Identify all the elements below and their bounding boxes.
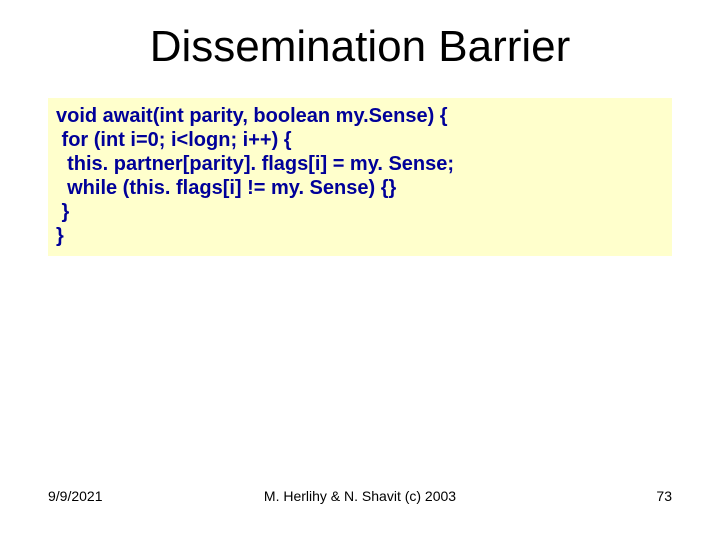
slide-title: Dissemination Barrier: [0, 22, 720, 72]
footer-page-number: 73: [656, 488, 672, 504]
code-line-3: this. partner[parity]. flags[i] = my. Se…: [56, 152, 664, 176]
code-line-1: void await(int parity, boolean my.Sense)…: [56, 104, 664, 128]
footer-credit: M. Herlihy & N. Shavit (c) 2003: [0, 488, 720, 504]
code-line-4: while (this. flags[i] != my. Sense) {}: [56, 176, 664, 200]
code-line-2: for (int i=0; i<logn; i++) {: [56, 128, 664, 152]
slide: Dissemination Barrier void await(int par…: [0, 0, 720, 540]
code-block: void await(int parity, boolean my.Sense)…: [48, 98, 672, 256]
code-line-5: }: [56, 200, 664, 224]
code-line-6: }: [56, 224, 664, 248]
